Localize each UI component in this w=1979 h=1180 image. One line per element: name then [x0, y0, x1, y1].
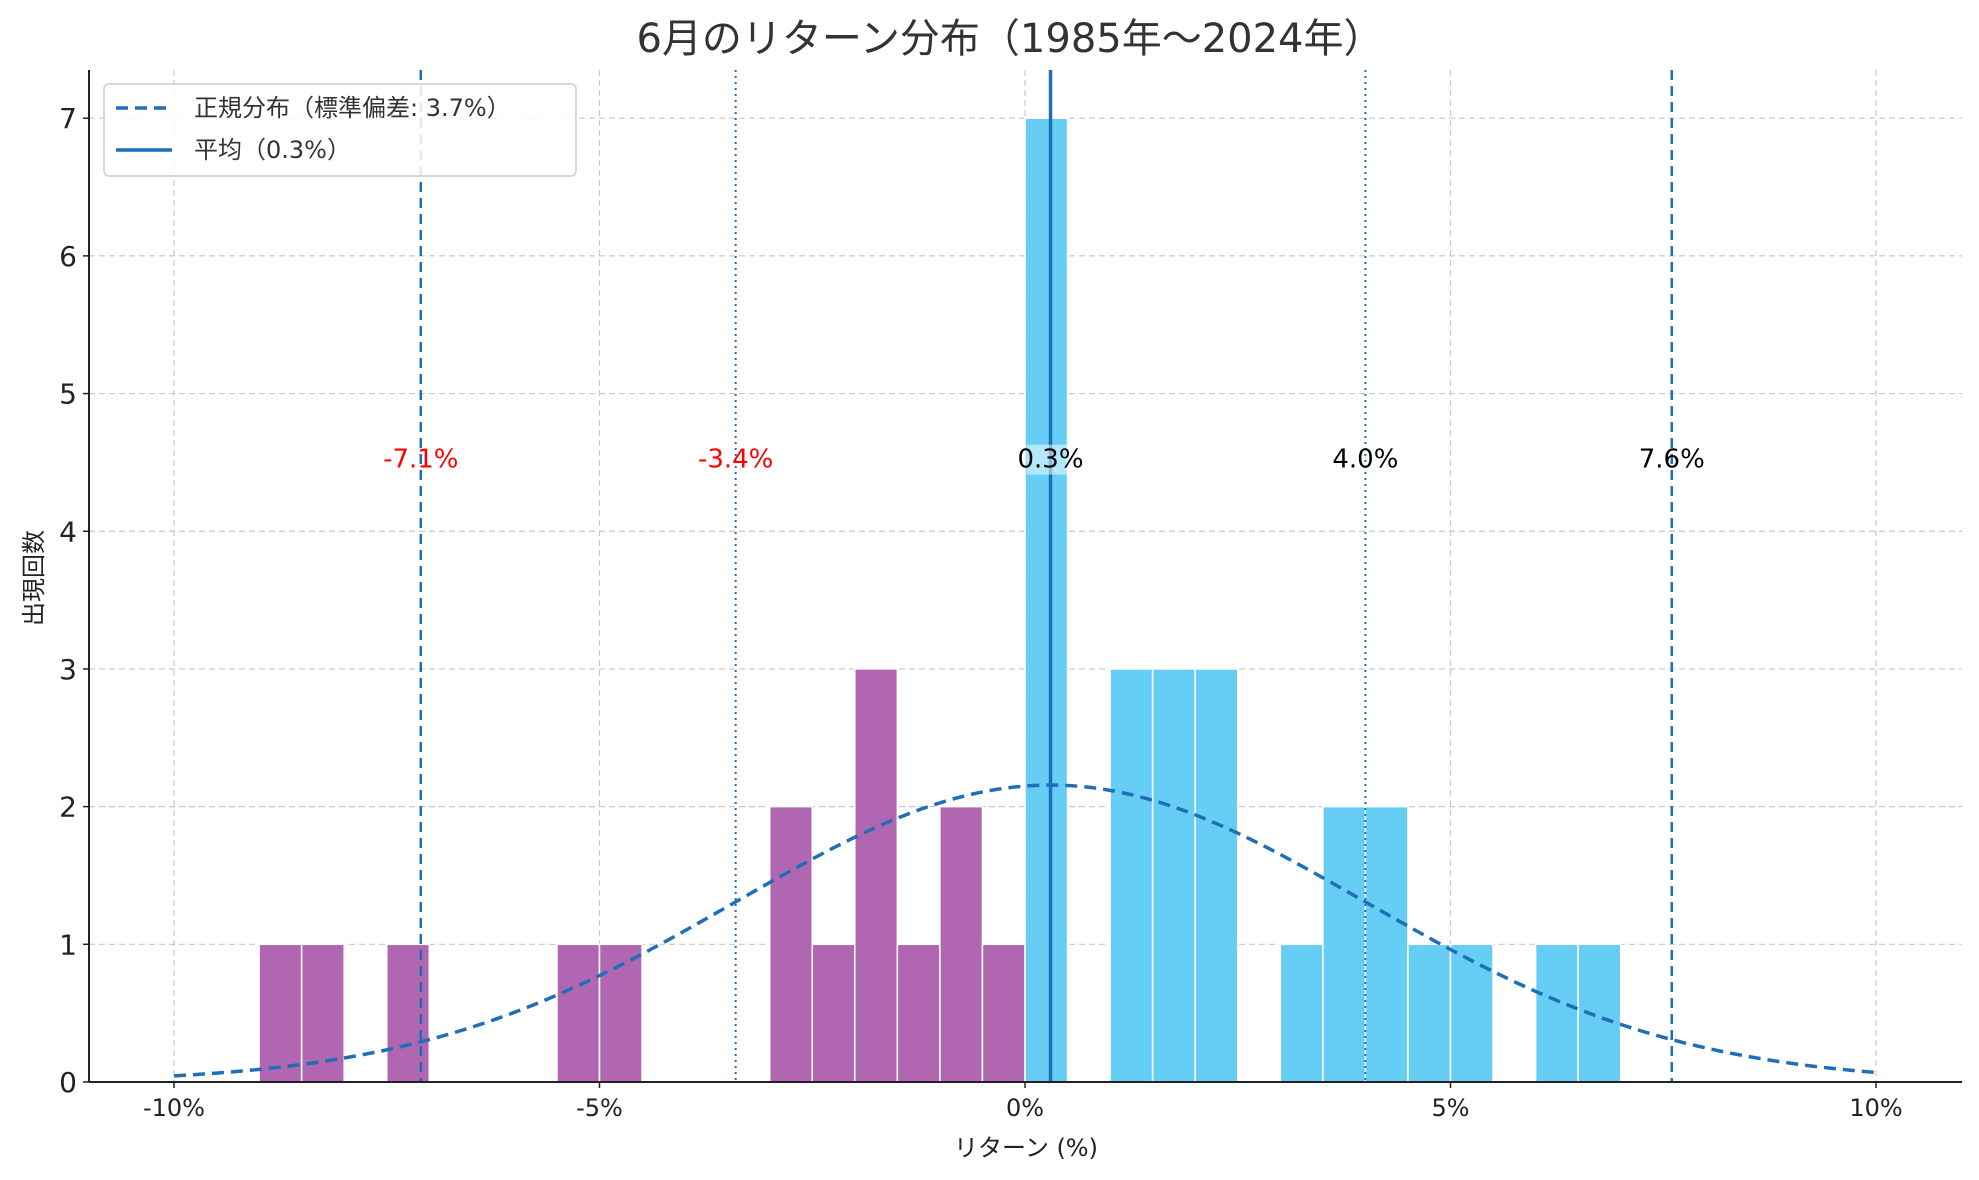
- histogram-bar: [598, 943, 643, 1083]
- legend-box: [103, 83, 577, 177]
- histogram-bar: [1109, 668, 1154, 1083]
- histogram-bar: [896, 943, 941, 1083]
- legend: 正規分布（標準偏差: 3.7%） 平均（0.3%）: [103, 83, 577, 177]
- x-axis-label: リターン (%): [954, 1134, 1098, 1162]
- tick-labels: -10% -5% 0% 5% 10% 0 1 2 3 4 5 6 7: [59, 102, 1903, 1122]
- normal-distribution-curve: [173, 783, 1877, 1078]
- x-tick-label: 5%: [1431, 1094, 1469, 1122]
- reference-line-label: 7.6%: [1639, 444, 1705, 474]
- y-tick-label: 6: [59, 240, 77, 273]
- histogram-bar: [1364, 805, 1409, 1083]
- histogram-bar: [811, 943, 856, 1083]
- x-tick-label: 10%: [1849, 1094, 1902, 1122]
- histogram-bar: [386, 943, 431, 1083]
- chart-title: 6月のリターン分布（1985年〜2024年）: [636, 16, 1383, 62]
- histogram-bar: [1449, 943, 1494, 1083]
- histogram-bar: [1322, 805, 1367, 1083]
- histogram-bar: [1407, 943, 1452, 1083]
- reference-line-label: 4.0%: [1332, 444, 1398, 474]
- histogram-bar: [1279, 943, 1324, 1083]
- histogram-bar: [1194, 668, 1239, 1083]
- y-axis-label: 出現回数: [20, 530, 48, 626]
- x-tick-label: -10%: [143, 1094, 205, 1122]
- legend-label-normal: 正規分布（標準偏差: 3.7%）: [194, 94, 511, 122]
- histogram-bar: [768, 805, 814, 1083]
- x-tick-label: -5%: [576, 1094, 623, 1122]
- histogram-bars: [258, 117, 1622, 1083]
- histogram-bar: [981, 943, 1026, 1083]
- histogram-bar: [1151, 668, 1196, 1083]
- y-tick-label: 4: [59, 515, 77, 548]
- y-tick-label: 3: [59, 653, 77, 686]
- histogram-bar: [939, 805, 984, 1083]
- histogram-bar: [854, 668, 899, 1083]
- reference-line-label: -3.4%: [698, 444, 773, 474]
- y-tick-label: 5: [59, 378, 77, 411]
- grid: [89, 70, 1962, 1082]
- histogram-bar: [1024, 117, 1069, 1083]
- reference-line-label: -7.1%: [383, 444, 458, 474]
- y-tick-label: 2: [59, 791, 77, 824]
- y-tick-label: 7: [59, 102, 77, 135]
- histogram-bar: [300, 943, 345, 1083]
- legend-label-mean: 平均（0.3%）: [194, 136, 351, 164]
- y-tick-label: 0: [59, 1066, 77, 1099]
- histogram-bar: [556, 943, 601, 1083]
- y-tick-label: 1: [59, 928, 77, 961]
- reference-line-label: 0.3%: [1017, 444, 1083, 474]
- histogram-bar: [1534, 943, 1579, 1083]
- annotations: -7.1% -3.4% 0.3% 4.0% 7.6%: [383, 444, 1705, 475]
- histogram-bar: [258, 943, 303, 1083]
- reference-lines: [419, 70, 1674, 1082]
- annotation-bg: [1026, 444, 1075, 475]
- x-tick-label: 0%: [1006, 1094, 1044, 1122]
